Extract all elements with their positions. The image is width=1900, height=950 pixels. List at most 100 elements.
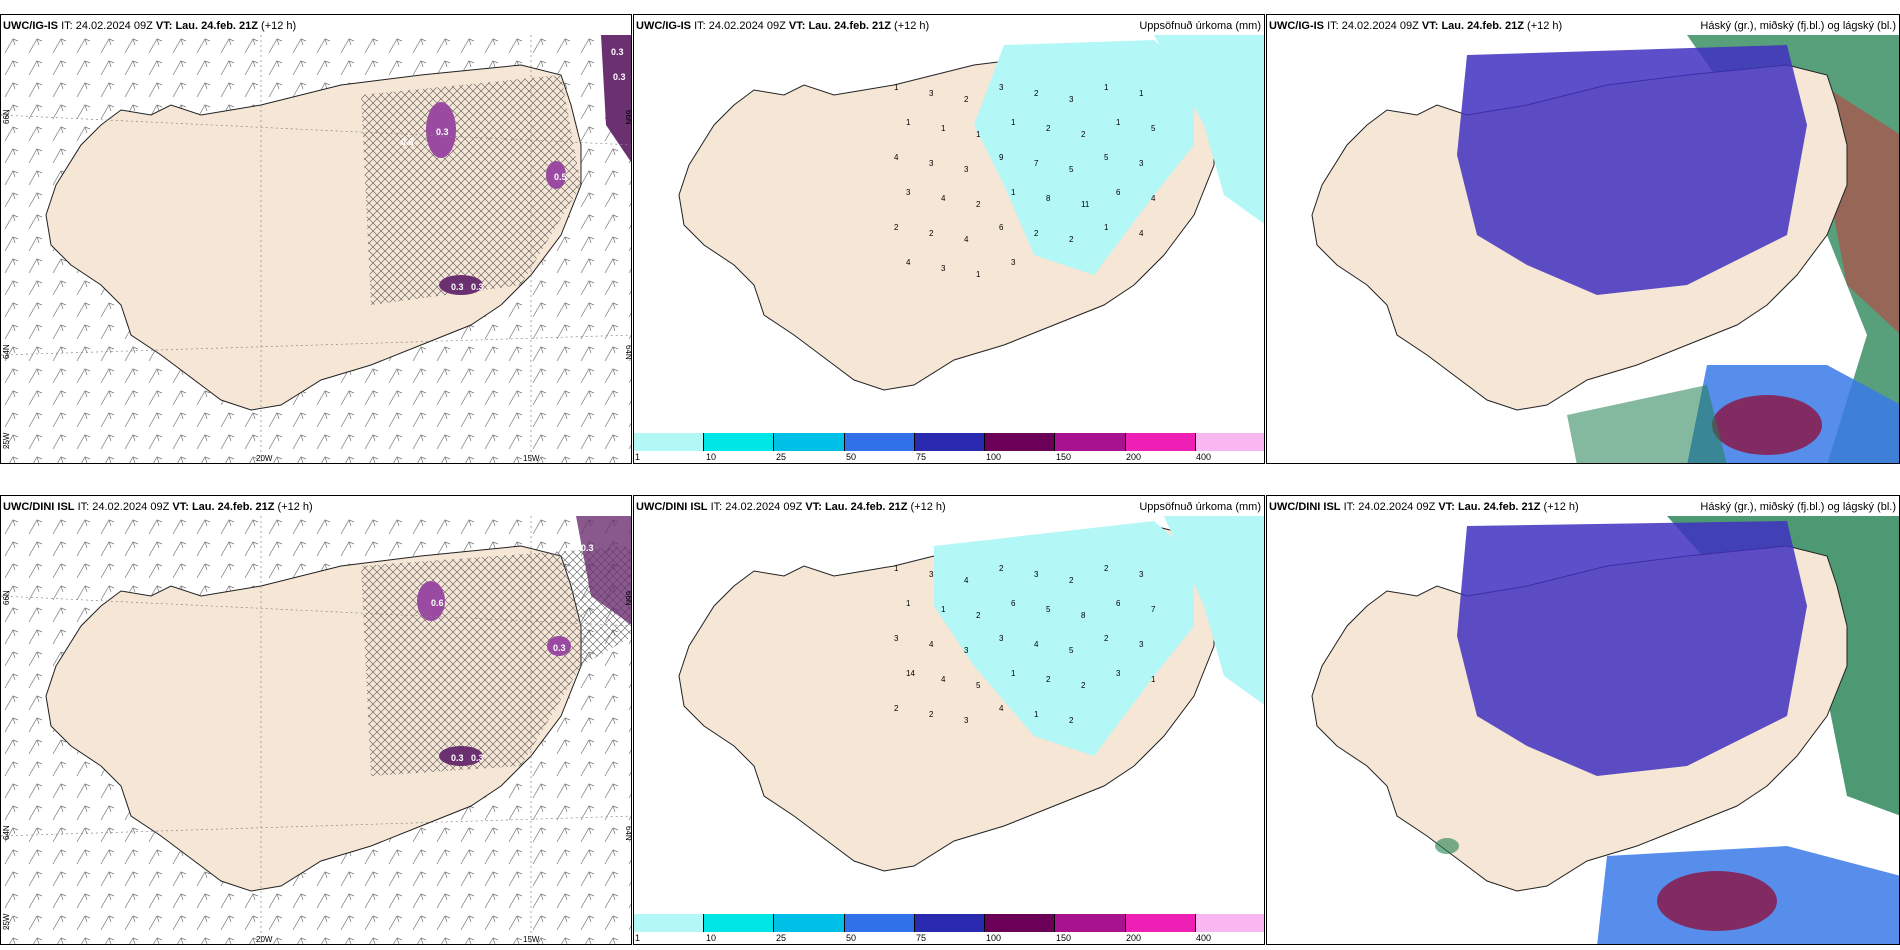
colorbar-label: 400	[1196, 452, 1212, 462]
precip-value: 3	[999, 83, 1004, 92]
precip-value: 3	[906, 188, 911, 197]
panel-title: Uppsöfnuð úrkoma (mm)	[1139, 20, 1261, 32]
precip-value: 7	[1034, 159, 1039, 168]
colorbar-swatch	[704, 914, 775, 932]
colorbar-swatch	[634, 914, 705, 932]
mid-cloud	[1712, 395, 1822, 455]
precip-value: 2	[1069, 576, 1074, 585]
colorbar-label: 1	[635, 452, 641, 462]
value-label: 0.3	[581, 543, 594, 553]
precip-value: 3	[1034, 570, 1039, 579]
value-label: 0.3	[471, 282, 484, 292]
precip-panel-row2: UWC/DINI ISL IT: 24.02.2024 09Z VT: Lau.…	[633, 495, 1265, 945]
precip-value: 1	[1116, 118, 1121, 127]
snow-shade	[417, 581, 445, 621]
colorbar-swatch	[844, 914, 915, 932]
precip-shade	[934, 521, 1194, 756]
precip-value: 3	[941, 264, 946, 273]
graticule	[1, 516, 631, 944]
wind-panel-row2: UWC/DINI ISL IT: 24.02.2024 09Z VT: Lau.…	[0, 495, 632, 945]
colorbar-labels: 1 10 25 50 75 100 150 200 400	[634, 452, 1264, 462]
precip-value: 1	[1139, 89, 1144, 98]
precip-value: 1	[906, 599, 911, 608]
colorbar-label: 150	[1056, 452, 1072, 462]
colorbar-label: 75	[916, 933, 927, 943]
precip-value: 3	[1139, 570, 1144, 579]
precip-value: 7	[1151, 605, 1156, 614]
colorbar-label: 75	[916, 452, 927, 462]
value-label: 0.3	[613, 72, 626, 82]
precip-value: 5	[976, 681, 981, 690]
precip-value: 3	[1069, 95, 1074, 104]
lon-label: 15W	[523, 935, 540, 944]
colorbar-labels: 1 10 25 50 75 100 150 200 400	[634, 933, 1264, 943]
colorbar-swatch	[774, 914, 845, 932]
precip-panel-row1: UWC/IG-IS IT: 24.02.2024 09Z VT: Lau. 24…	[633, 14, 1265, 464]
mid-cloud	[1457, 521, 1807, 776]
precip-value: 8	[1081, 611, 1086, 620]
precip-value: 5	[1069, 646, 1074, 655]
precip-value: 2	[1046, 124, 1051, 133]
precip-map: 1 3 4 2 3 2 2 3 1 1 2 6 5 8 6 7 3 4 3 3 4 5 2 3 14 4 5 1 2 2 3 1 2 2 3 4 1 2	[678, 516, 1264, 872]
precip-value: 2	[894, 704, 899, 713]
snow-shade	[439, 746, 483, 766]
colorbar-swatch	[1195, 914, 1264, 932]
precip-value: 2	[1034, 229, 1039, 238]
colorbar-label: 200	[1126, 452, 1142, 462]
high-cloud	[1667, 516, 1899, 816]
precip-value: 2	[976, 611, 981, 620]
precip-value: 4	[964, 235, 969, 244]
precip-value: 1	[1011, 188, 1016, 197]
value-label: 0.3	[436, 127, 449, 137]
precip-value: 2	[1069, 716, 1074, 725]
precip-value: 8	[1046, 194, 1051, 203]
colorbar-label: 10	[706, 452, 717, 462]
precip-values: 1323231111112215433975533421811642246221…	[894, 83, 1156, 279]
lat-label: 64N	[2, 344, 11, 359]
colorbar-label: 50	[846, 452, 857, 462]
precip-value: 2	[1081, 681, 1086, 690]
precip-values: 1 3 4 2 3 2 2 3 1 1 2 6 5 8 6 7 3 4 3 3 4 5 2 3 14 4 5 1 2 2 3 1 2 2 3 4 1 2	[894, 564, 1156, 725]
precip-value: 3	[929, 570, 934, 579]
colorbar-swatch	[1125, 433, 1196, 451]
precip-value: 3	[929, 159, 934, 168]
precip-value: 3	[1116, 669, 1121, 678]
panel-header: UWC/DINI ISL IT: 24.02.2024 09Z VT: Lau.…	[1269, 501, 1579, 513]
value-label: 0.6	[401, 137, 414, 147]
precip-value: 2	[1104, 564, 1109, 573]
precip-value: 1	[894, 564, 899, 573]
precip-value: 3	[1139, 159, 1144, 168]
precip-value: 5	[1046, 605, 1051, 614]
precip-value: 1	[976, 270, 981, 279]
panel-header: UWC/DINI ISL IT: 24.02.2024 09Z VT: Lau.…	[3, 501, 313, 513]
colorbar-swatch	[1195, 433, 1264, 451]
value-label: 0.3	[611, 47, 624, 57]
value-label: 0.3	[553, 643, 566, 653]
precip-value: 5	[1104, 153, 1109, 162]
lat-label: 64N	[624, 345, 632, 360]
precip-value: 4	[894, 153, 899, 162]
lat-label: 64N	[2, 825, 11, 840]
precip-value: 1	[1011, 118, 1016, 127]
colorbar-label: 25	[776, 933, 787, 943]
colorbar-label: 150	[1056, 933, 1072, 943]
precip-value: 4	[1034, 640, 1039, 649]
precip-value: 3	[894, 634, 899, 643]
precip-value: 1	[1151, 675, 1156, 684]
snow-shade	[439, 275, 483, 295]
precip-value: 3	[964, 716, 969, 725]
colorbar-label: 200	[1126, 933, 1142, 943]
precip-value: 1	[906, 118, 911, 127]
colorbar-swatch	[704, 433, 775, 451]
precip-value: 2	[999, 564, 1004, 573]
lon-label: 15W	[523, 454, 540, 463]
precip-value: 14	[906, 669, 915, 678]
precip-value: 2	[1069, 235, 1074, 244]
precip-value: 6	[1116, 188, 1121, 197]
panel-header: UWC/IG-IS IT: 24.02.2024 09Z VT: Lau. 24…	[3, 20, 297, 32]
wind-map: 0.3 0.3 0.3 0.3 0.5 0.3 0.6 66N 64N 66N …	[1, 35, 632, 463]
lon-label: 20W	[256, 935, 273, 944]
precip-value: 2	[929, 710, 934, 719]
precip-shade	[1164, 516, 1264, 705]
precip-value: 5	[1151, 124, 1156, 133]
